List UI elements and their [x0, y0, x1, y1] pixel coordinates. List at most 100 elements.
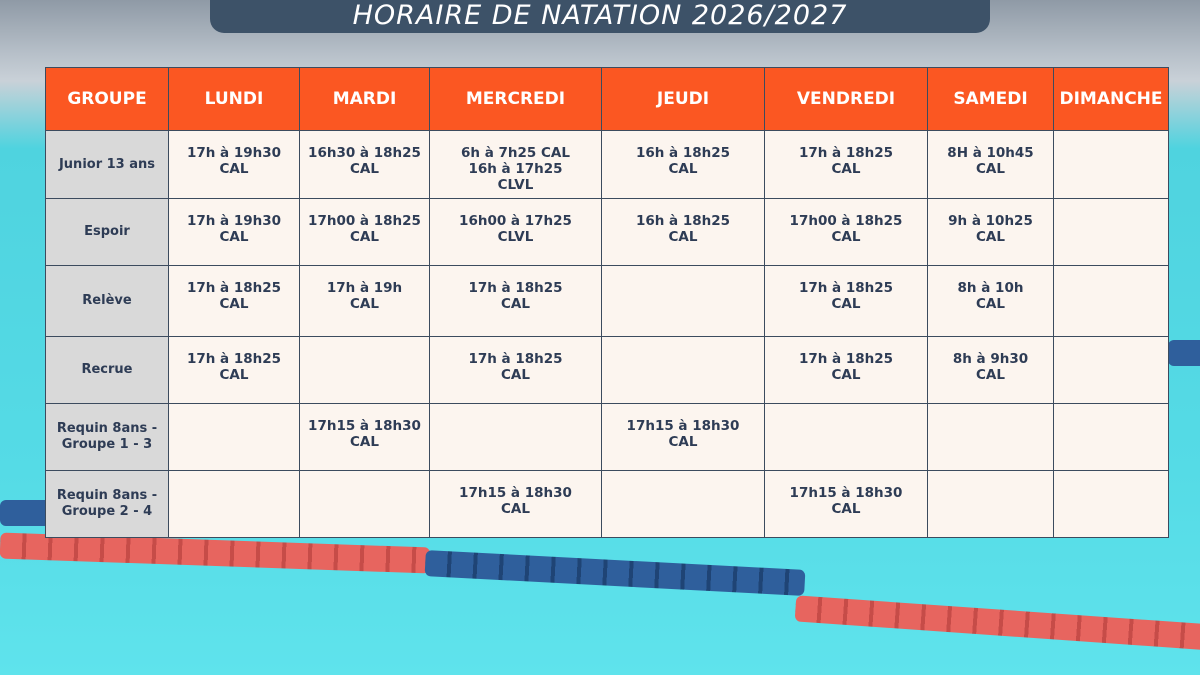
schedule-cell: 17h à 19h30 CAL [168, 130, 300, 199]
schedule-line: 16h à 18h25 [635, 213, 731, 229]
schedule-cell: 16h à 18h25 CAL [601, 198, 765, 266]
schedule-line: 17h à 19h30 [186, 213, 282, 229]
schedule-cell: 17h à 18h25 CAL [764, 336, 928, 404]
schedule-line: CAL [976, 229, 1005, 245]
schedule-table: GROUPE LUNDI MARDI MERCREDI JEUDI VENDREDI SAM… [45, 67, 1169, 538]
schedule-cell: 17h à 19h30 CAL [168, 198, 300, 266]
schedule-line: 6h à 7h25 CAL [461, 145, 570, 161]
table-row: Requin 8ans - Groupe 1 - 3 17h15 à 18h30 C… [45, 403, 1169, 471]
schedule-line: 8h à 9h30 [952, 351, 1029, 367]
schedule-line: 16h à 18h25 [635, 145, 731, 161]
schedule-cell [601, 265, 765, 337]
schedule-cell [168, 470, 300, 538]
schedule-cell [927, 470, 1054, 538]
group-label: Espoir [45, 198, 169, 266]
header-cell: GROUPE [45, 67, 169, 131]
schedule-line: CAL [219, 229, 249, 245]
schedule-line: 17h à 18h25 [798, 351, 894, 367]
group-label: Recrue [45, 336, 169, 404]
lane-rope [424, 550, 806, 596]
schedule-cell: 17h15 à 18h30 CAL [299, 403, 430, 471]
schedule-line: 17h à 18h25 [468, 280, 563, 296]
schedule-cell: 6h à 7h25 CAL 16h à 17h25 CLVL [429, 130, 602, 199]
group-label: Requin 8ans - Groupe 1 - 3 [45, 403, 169, 471]
lane-rope [1168, 340, 1200, 366]
schedule-line: 17h15 à 18h30 [626, 418, 740, 434]
schedule-line: CAL [831, 229, 861, 245]
schedule-line: 17h à 18h25 [468, 351, 563, 367]
lane-rope [794, 595, 1200, 651]
schedule-line: 8H à 10h45 [947, 145, 1034, 161]
schedule-cell [1053, 265, 1169, 337]
schedule-cell: 16h00 à 17h25 CLVL [429, 198, 602, 266]
schedule-line: 17h15 à 18h30 [459, 485, 572, 501]
schedule-line: CAL [350, 434, 379, 450]
schedule-cell [601, 470, 765, 538]
schedule-cell: 17h00 à 18h25 CAL [299, 198, 430, 266]
schedule-cell [168, 403, 300, 471]
schedule-line: 17h00 à 18h25 [789, 213, 903, 229]
schedule-cell: 8H à 10h45 CAL [927, 130, 1054, 199]
table-row: Requin 8ans - Groupe 2 - 4 17h15 à 18h30 C… [45, 470, 1169, 538]
header-cell: JEUDI [601, 67, 765, 131]
schedule-line: CLVL [497, 229, 534, 245]
schedule-line: CAL [831, 161, 861, 177]
schedule-line: CAL [350, 161, 379, 177]
schedule-line: CAL [976, 161, 1005, 177]
schedule-line: CAL [976, 296, 1005, 312]
schedule-line: CAL [501, 296, 530, 312]
schedule-line: CAL [668, 229, 698, 245]
schedule-cell: 17h à 18h25 CAL [429, 336, 602, 404]
header-cell: MARDI [299, 67, 430, 131]
schedule-line: CAL [668, 161, 698, 177]
lane-rope [0, 532, 431, 574]
schedule-line: 17h à 18h25 [186, 280, 282, 296]
group-label: Junior 13 ans [45, 130, 169, 199]
schedule-cell [1053, 403, 1169, 471]
schedule-line: 17h à 18h25 [798, 280, 894, 296]
schedule-cell [1053, 130, 1169, 199]
schedule-cell: 17h à 18h25 CAL [764, 130, 928, 199]
schedule-line: CAL [831, 296, 861, 312]
schedule-line: 8h à 10h [957, 280, 1024, 296]
header-cell: SAMEDI [927, 67, 1054, 131]
header-cell: DIMANCHE [1053, 67, 1169, 131]
schedule-cell: 17h15 à 18h30 CAL [764, 470, 928, 538]
schedule-cell: 9h à 10h25 CAL [927, 198, 1054, 266]
schedule-cell [299, 336, 430, 404]
schedule-cell [1053, 470, 1169, 538]
schedule-line: 17h15 à 18h30 [308, 418, 421, 434]
header-cell: MERCREDI [429, 67, 602, 131]
schedule-cell: 17h à 19h CAL [299, 265, 430, 337]
schedule-line: CAL [219, 367, 249, 383]
schedule-line: CLVL [497, 177, 534, 193]
schedule-cell [1053, 336, 1169, 404]
schedule-cell: 16h30 à 18h25 CAL [299, 130, 430, 199]
schedule-cell: 17h à 18h25 CAL [429, 265, 602, 337]
title: HORAIRE DE NATATION 2026/2027 [210, 0, 990, 33]
schedule-cell [299, 470, 430, 538]
schedule-cell: 17h à 18h25 CAL [168, 265, 300, 337]
schedule-cell: 17h00 à 18h25 CAL [764, 198, 928, 266]
schedule-cell [764, 403, 928, 471]
schedule-cell: 17h à 18h25 CAL [764, 265, 928, 337]
header-cell: VENDREDI [764, 67, 928, 131]
schedule-cell: 8h à 9h30 CAL [927, 336, 1054, 404]
schedule-line: 17h15 à 18h30 [789, 485, 903, 501]
table-row: Espoir 17h à 19h30 CAL 17h00 à 18h25 CAL 16h0… [45, 198, 1169, 266]
schedule-line: 9h à 10h25 [948, 213, 1033, 229]
schedule-line: 16h30 à 18h25 [308, 145, 421, 161]
schedule-cell: 17h à 18h25 CAL [168, 336, 300, 404]
schedule-cell [927, 403, 1054, 471]
schedule-line: 17h à 19h [326, 280, 403, 296]
schedule-line: CAL [668, 434, 698, 450]
schedule-cell: 17h15 à 18h30 CAL [601, 403, 765, 471]
schedule-line: 17h à 19h30 [186, 145, 282, 161]
schedule-line: 17h à 18h25 [186, 351, 282, 367]
header-cell: LUNDI [168, 67, 300, 131]
schedule-line: CAL [501, 367, 530, 383]
group-label: Requin 8ans - Groupe 2 - 4 [45, 470, 169, 538]
schedule-cell [601, 336, 765, 404]
schedule-line: CAL [350, 229, 379, 245]
schedule-line: CAL [219, 161, 249, 177]
